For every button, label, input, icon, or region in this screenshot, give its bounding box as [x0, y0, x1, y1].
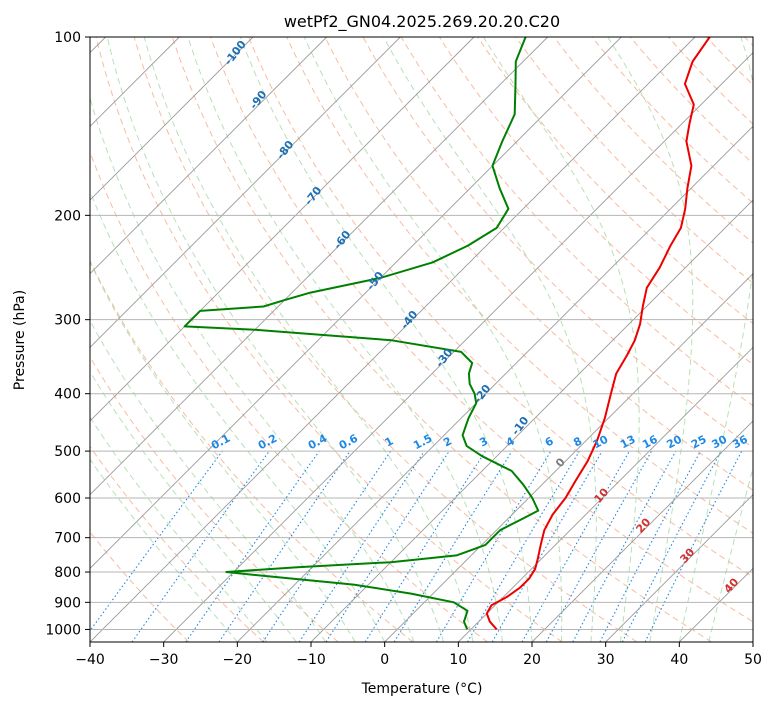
y-tick-label: 300: [54, 313, 81, 329]
y-tick-label: 200: [54, 208, 81, 224]
x-tick-label: 40: [670, 652, 688, 668]
y-tick-label: 100: [54, 30, 81, 46]
x-tick-label: −40: [75, 652, 105, 668]
x-tick-label: 50: [744, 652, 762, 668]
chart-title: wetPf2_GN04.2025.269.20.20.C20: [284, 12, 560, 32]
x-tick-label: −10: [296, 652, 326, 668]
y-tick-label: 500: [54, 444, 81, 460]
x-tick-label: 30: [597, 652, 615, 668]
x-tick-label: −30: [149, 652, 179, 668]
x-tick-label: 10: [449, 652, 467, 668]
x-tick-label: −20: [223, 652, 253, 668]
x-tick-label: 0: [380, 652, 389, 668]
x-tick-label: 20: [523, 652, 541, 668]
y-tick-label: 600: [54, 491, 81, 507]
y-tick-label: 400: [54, 387, 81, 403]
y-tick-label: 1000: [45, 622, 81, 638]
x-axis-label: Temperature (°C): [361, 681, 483, 697]
y-tick-label: 800: [54, 565, 81, 581]
y-tick-label: 900: [54, 595, 81, 611]
y-axis-label: Pressure (hPa): [12, 290, 28, 390]
y-tick-label: 700: [54, 531, 81, 547]
